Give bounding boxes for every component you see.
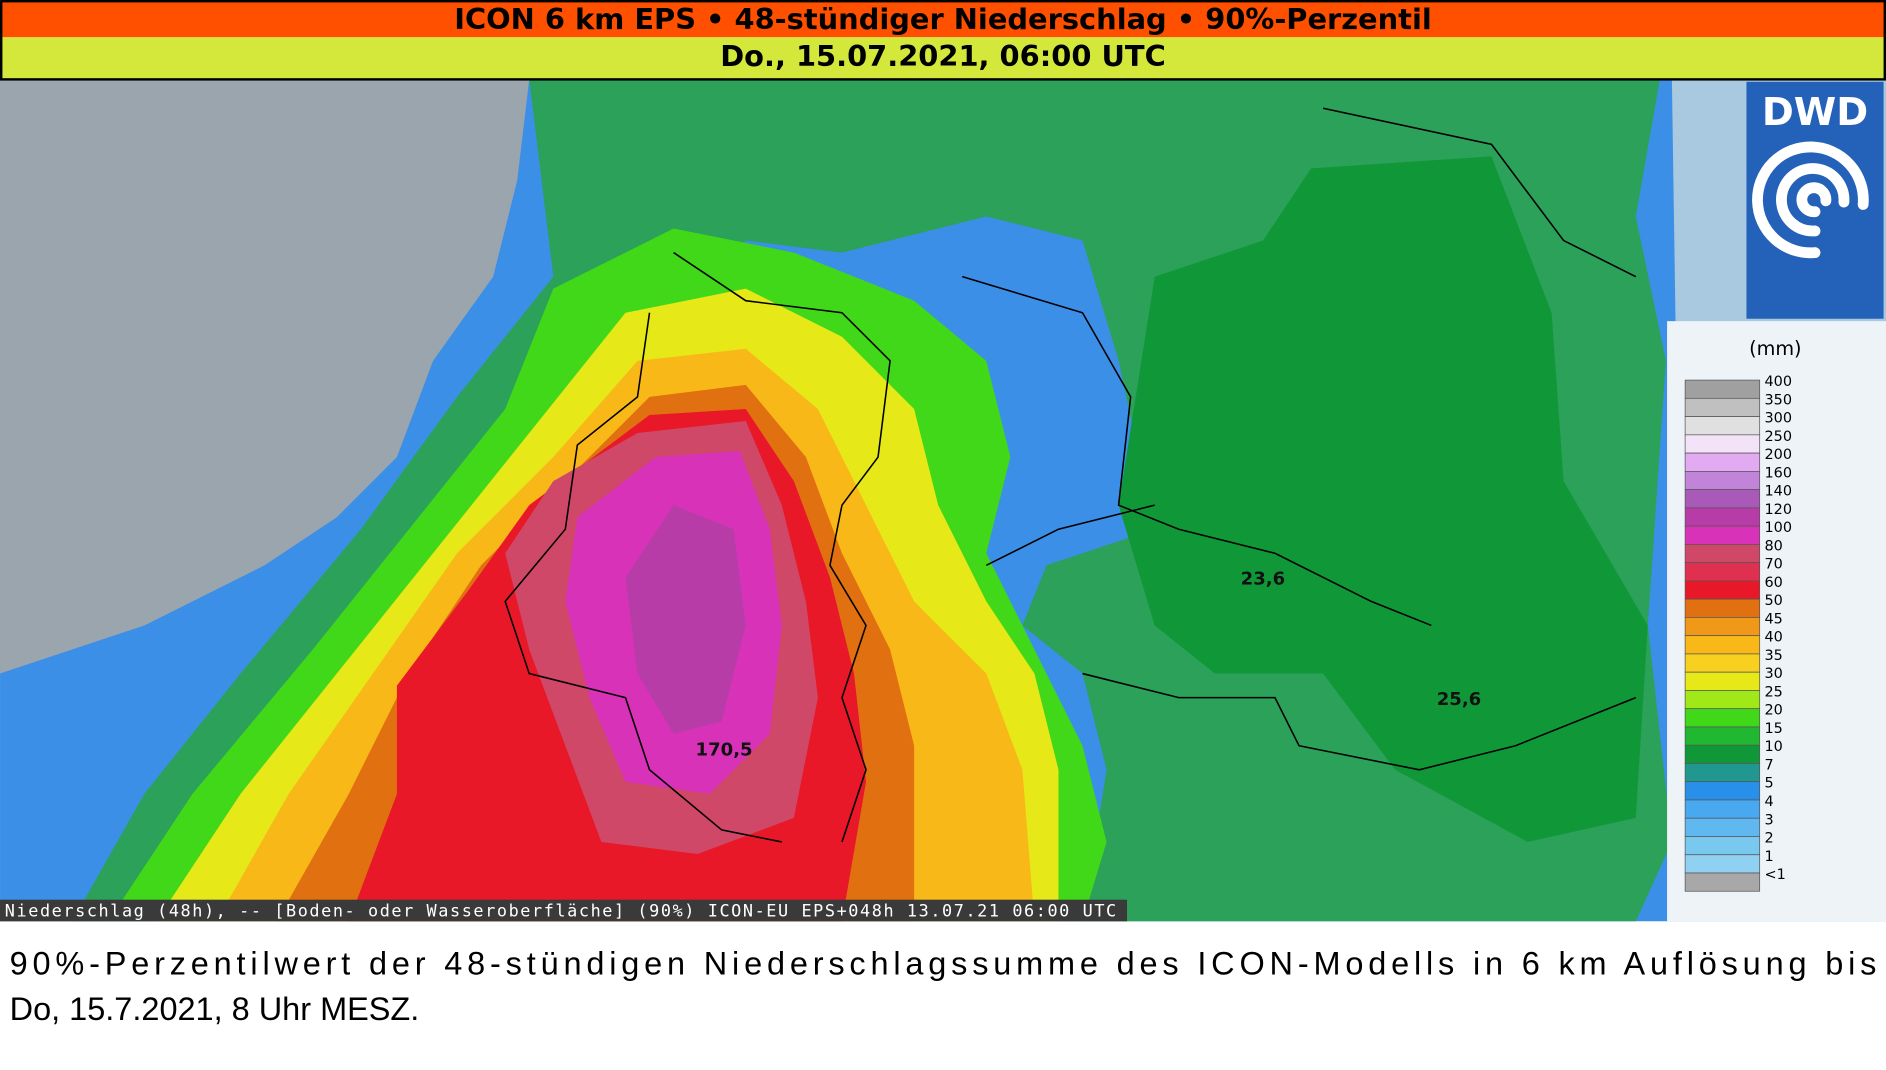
legend-label: 250 bbox=[1765, 429, 1793, 445]
legend-swatch bbox=[1684, 525, 1761, 545]
title-band bbox=[0, 0, 1886, 38]
legend-swatch bbox=[1684, 799, 1761, 819]
legend-swatch bbox=[1684, 617, 1761, 637]
legend: 4003503002502001601401201008070605045403… bbox=[1684, 374, 1793, 892]
legend-label: 300 bbox=[1765, 411, 1793, 427]
legend-swatch bbox=[1684, 763, 1761, 783]
header-subtitle: Do., 15.07.2021, 06:00 UTC bbox=[720, 39, 1166, 73]
legend-swatch bbox=[1684, 690, 1761, 710]
legend-label: 100 bbox=[1765, 520, 1793, 536]
legend-swatch bbox=[1684, 397, 1761, 417]
legend-label: 3 bbox=[1765, 812, 1774, 828]
legend-swatch bbox=[1684, 562, 1761, 582]
legend-swatch bbox=[1684, 489, 1761, 509]
legend-label: 60 bbox=[1765, 575, 1783, 591]
legend-label: 2 bbox=[1765, 831, 1774, 847]
dwd-logo: DWD bbox=[1746, 81, 1884, 319]
legend-swatch bbox=[1684, 598, 1761, 618]
legend-swatch bbox=[1684, 817, 1761, 837]
header-frame bbox=[0, 0, 1886, 81]
legend-swatch bbox=[1684, 416, 1761, 436]
caption-line: Do, 15.7.2021, 8 Uhr MESZ. bbox=[10, 991, 420, 1027]
precip-map bbox=[0, 79, 1886, 922]
map-value-label: 23,6 bbox=[1241, 569, 1286, 590]
legend-label: 50 bbox=[1765, 593, 1783, 609]
legend-swatch bbox=[1684, 671, 1761, 691]
legend-swatch bbox=[1684, 507, 1761, 527]
header-title: ICON 6 km EPS • 48-stündiger Niederschla… bbox=[454, 2, 1432, 36]
legend-label: 140 bbox=[1765, 484, 1793, 500]
borders bbox=[504, 107, 1637, 843]
legend-swatch bbox=[1684, 580, 1761, 600]
legend-swatch bbox=[1684, 379, 1761, 399]
legend-swatch bbox=[1684, 744, 1761, 764]
legend-label: 25 bbox=[1765, 684, 1783, 700]
footer-strip bbox=[0, 899, 1128, 922]
subtitle-band bbox=[0, 37, 1886, 80]
legend-label: 400 bbox=[1765, 374, 1793, 390]
legend-label: 45 bbox=[1765, 611, 1783, 627]
legend-swatch bbox=[1684, 635, 1761, 655]
legend-swatch bbox=[1684, 708, 1761, 728]
legend-swatch bbox=[1684, 781, 1761, 801]
map-max-label: 170,5 bbox=[696, 739, 753, 760]
legend-label: 1 bbox=[1765, 849, 1774, 865]
legend-label: 160 bbox=[1765, 465, 1793, 481]
legend-label: 5 bbox=[1765, 776, 1774, 792]
legend-label: 7 bbox=[1765, 757, 1774, 773]
legend-label: 120 bbox=[1765, 502, 1793, 518]
footer-text: Niederschlag (48h), -- [Boden- oder Wass… bbox=[5, 901, 1116, 921]
legend-swatch bbox=[1684, 471, 1761, 490]
legend-label: 10 bbox=[1765, 739, 1783, 755]
map-labels: 170,5 23,6 25,6 bbox=[696, 569, 1482, 761]
legend-swatch bbox=[1684, 452, 1761, 472]
legend-label: 200 bbox=[1765, 447, 1793, 463]
legend-swatch bbox=[1684, 726, 1761, 746]
legend-label: 40 bbox=[1765, 630, 1783, 646]
caption-line: 90%-Perzentilwert der 48-stündigen Niede… bbox=[10, 945, 1877, 981]
legend-label: 70 bbox=[1765, 557, 1783, 573]
legend-label: 15 bbox=[1765, 721, 1783, 737]
legend-label: <1 bbox=[1765, 867, 1786, 883]
map-value-label: 25,6 bbox=[1437, 689, 1482, 710]
logo-text: DWD bbox=[1762, 90, 1868, 135]
legend-unit: (mm) bbox=[1749, 337, 1801, 360]
legend-swatch bbox=[1684, 434, 1761, 454]
legend-label: 30 bbox=[1765, 666, 1783, 682]
legend-label: 20 bbox=[1765, 703, 1783, 719]
legend-label: 4 bbox=[1765, 794, 1774, 810]
legend-label: 80 bbox=[1765, 538, 1783, 554]
legend-label: 35 bbox=[1765, 648, 1783, 664]
legend-swatch bbox=[1684, 836, 1761, 856]
legend-swatch bbox=[1684, 872, 1761, 892]
legend-swatch bbox=[1684, 653, 1761, 673]
legend-label: 350 bbox=[1765, 392, 1793, 408]
legend-swatch bbox=[1684, 854, 1761, 874]
legend-swatch bbox=[1684, 544, 1761, 564]
